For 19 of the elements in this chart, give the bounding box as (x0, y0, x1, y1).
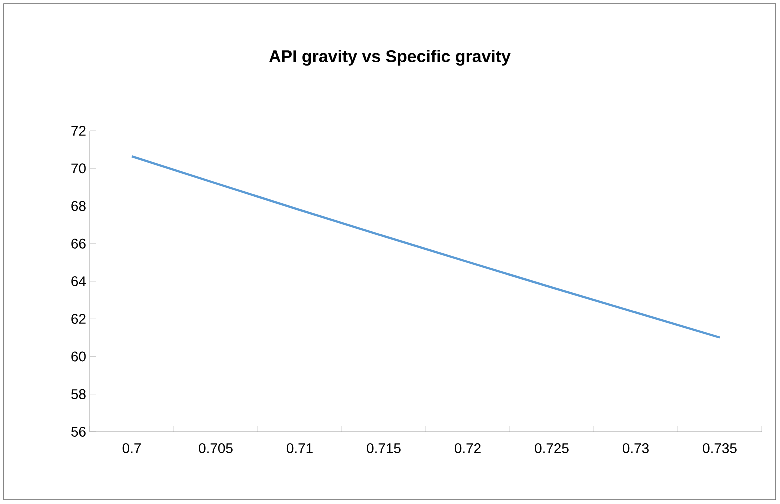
x-tick-label: 0.725 (535, 444, 569, 454)
chart-title: API gravity vs Specific gravity (269, 50, 511, 66)
y-tick-label: 64 (72, 276, 86, 286)
y-tick-label: 70 (72, 164, 86, 174)
x-tick-label: 0.7 (122, 444, 141, 454)
x-tick-label: 0.715 (367, 444, 401, 454)
y-tick-label: 60 (72, 352, 86, 362)
x-tick-label: 0.72 (454, 444, 481, 454)
x-tick-label: 0.735 (703, 444, 737, 454)
y-tick-label: 62 (72, 314, 86, 324)
y-tick-label: 72 (72, 126, 86, 136)
x-tick-label: 0.73 (622, 444, 649, 454)
y-tick-label: 56 (72, 427, 86, 437)
y-tick-label: 58 (72, 389, 86, 400)
x-tick-label: 0.705 (199, 444, 233, 454)
x-tick-label: 0.71 (286, 444, 313, 454)
y-tick-label: 68 (72, 201, 86, 212)
y-tick-label: 66 (72, 238, 86, 249)
line-series (130, 155, 722, 339)
